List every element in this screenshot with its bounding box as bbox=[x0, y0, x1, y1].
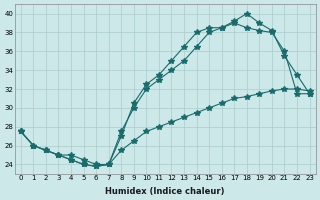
X-axis label: Humidex (Indice chaleur): Humidex (Indice chaleur) bbox=[106, 187, 225, 196]
